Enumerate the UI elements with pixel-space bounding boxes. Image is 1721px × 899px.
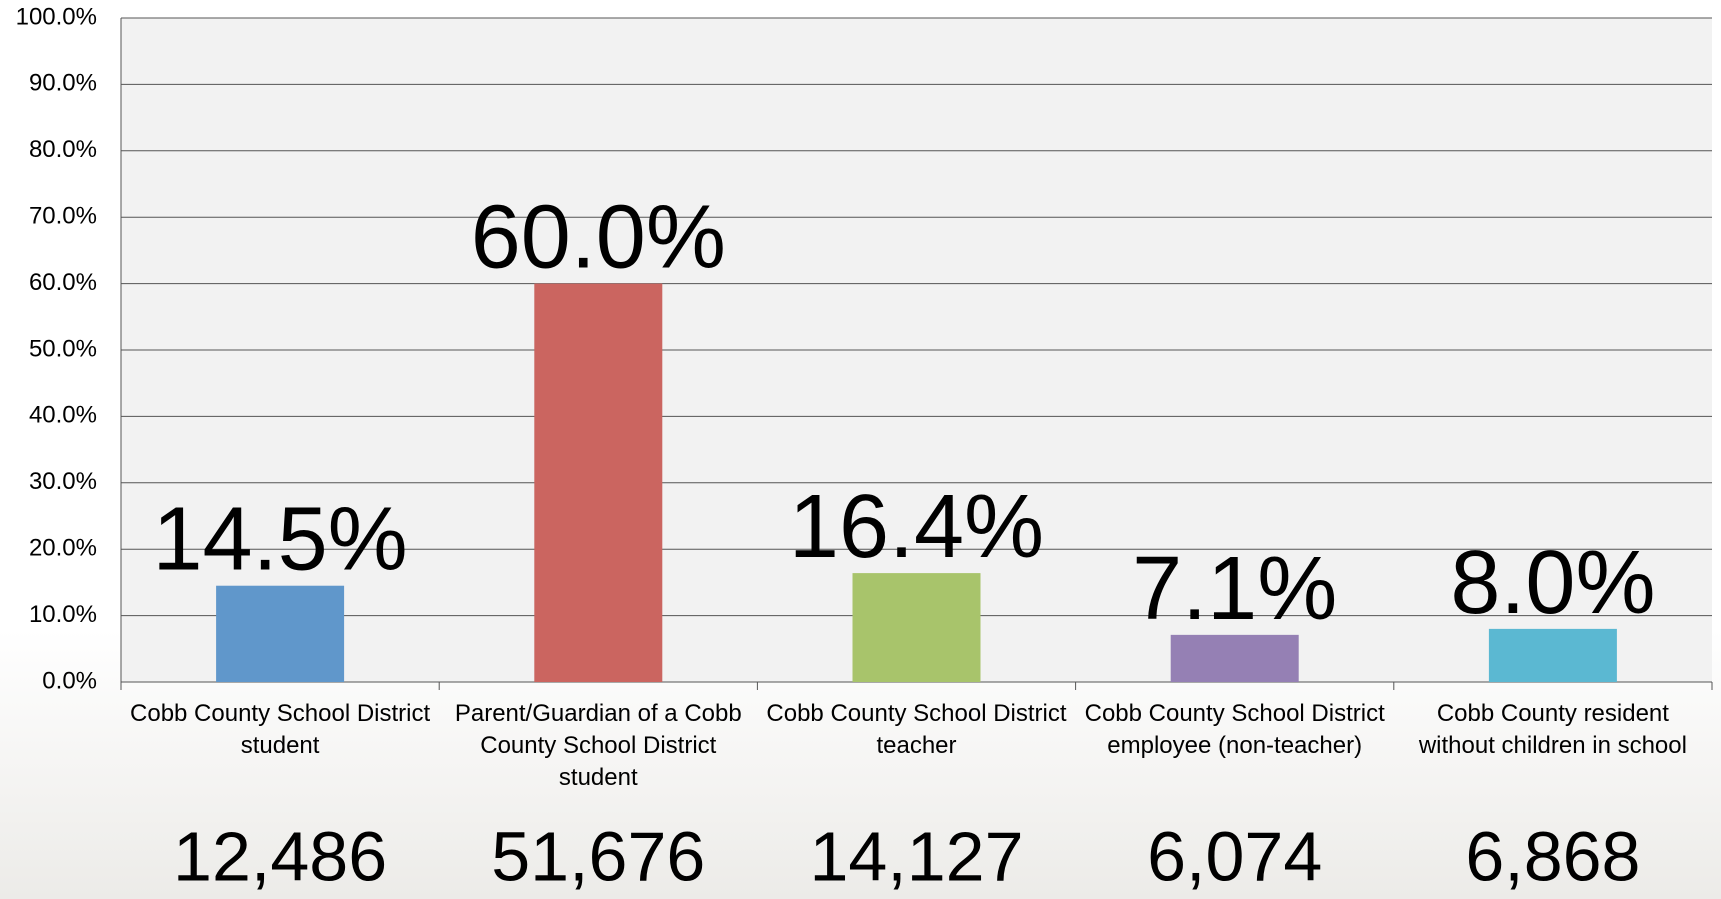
value-label: 60.0%: [471, 188, 726, 288]
y-tick-label: 100.0%: [16, 3, 97, 30]
value-label: 7.1%: [1132, 539, 1337, 639]
y-tick-label: 20.0%: [29, 535, 97, 562]
y-tick-label: 50.0%: [29, 335, 97, 362]
y-tick-label: 0.0%: [42, 667, 97, 694]
count-label: 6,868: [1465, 817, 1640, 895]
y-tick-label: 40.0%: [29, 402, 97, 429]
y-tick-label: 70.0%: [29, 203, 97, 230]
x-tick-label: Cobb County School District employee (no…: [1084, 700, 1385, 759]
value-label: 14.5%: [152, 490, 407, 590]
y-tick-label: 60.0%: [29, 269, 97, 296]
y-tick-label: 80.0%: [29, 136, 97, 163]
value-label: 8.0%: [1450, 533, 1655, 633]
y-tick-label: 30.0%: [29, 468, 97, 495]
y-tick-label: 90.0%: [29, 70, 97, 97]
count-label: 14,127: [809, 817, 1023, 895]
count-label: 51,676: [491, 817, 705, 895]
y-tick-label: 10.0%: [29, 601, 97, 628]
bar: [1170, 634, 1299, 682]
bar: [852, 573, 981, 682]
bar: [1488, 628, 1617, 682]
count-label: 6,074: [1147, 817, 1322, 895]
bar: [534, 283, 663, 682]
value-label: 16.4%: [789, 477, 1044, 577]
x-tick-label: Parent/Guardian of a Cobb County School …: [454, 700, 742, 791]
count-label: 12,486: [173, 817, 387, 895]
x-tick-label: Cobb County School District student: [130, 700, 431, 759]
x-tick-label: Cobb County resident without children in…: [1418, 700, 1687, 759]
bar: [216, 585, 345, 682]
x-tick-label: Cobb County School District teacher: [766, 700, 1067, 759]
